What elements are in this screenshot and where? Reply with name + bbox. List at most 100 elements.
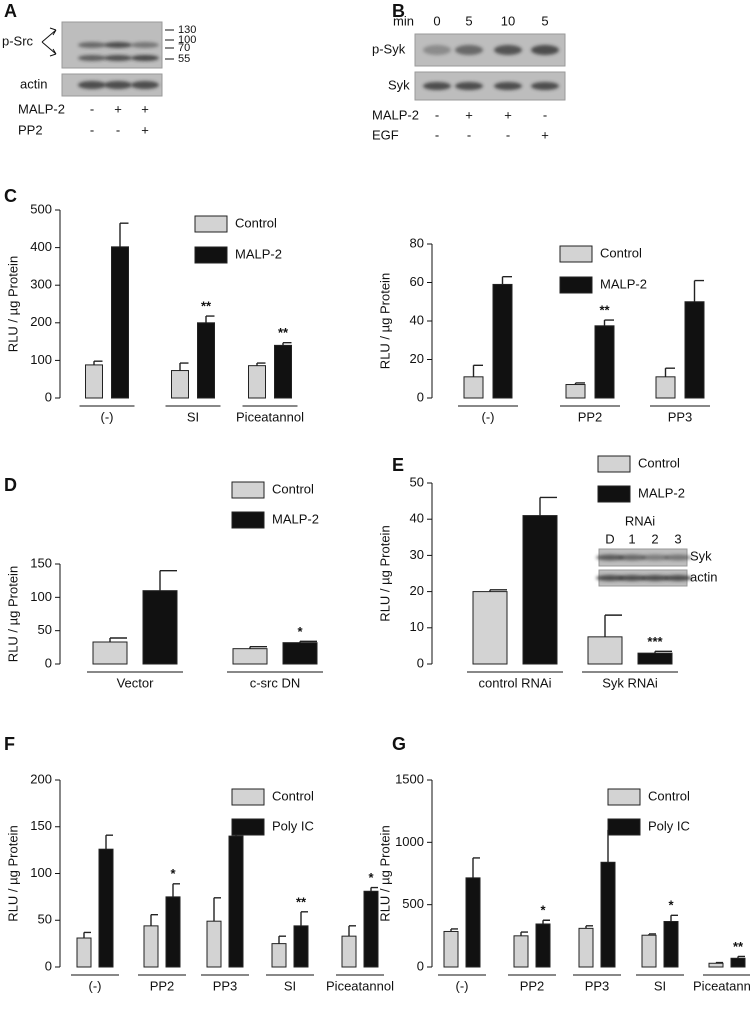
x-tick-label: Vector [117, 675, 155, 690]
x-tick-label: c-src DN [250, 675, 301, 690]
row-sign: + [114, 101, 122, 116]
significance-mark: * [540, 903, 546, 918]
time-label: min [393, 13, 414, 28]
legend-swatch [231, 481, 265, 499]
bar [565, 384, 586, 399]
y-tick-label: 100 [30, 352, 52, 367]
x-tick-label: SI [284, 978, 296, 993]
x-tick-label: SI [187, 409, 199, 424]
blot-label: p-Syk [372, 41, 406, 56]
error-bar [205, 315, 215, 323]
error-bar [603, 319, 614, 326]
row-sign: + [504, 107, 512, 122]
bar [472, 591, 508, 665]
blot-label: p-Src [2, 33, 34, 48]
bar [143, 925, 159, 968]
row-sign: - [435, 127, 439, 142]
bar [206, 920, 222, 968]
blot-band [494, 45, 522, 55]
error-bar [109, 637, 127, 642]
bar [363, 890, 379, 968]
row-sign: - [116, 122, 120, 137]
bar [293, 925, 309, 968]
y-tick-label: 20 [410, 583, 424, 598]
y-tick-label: 80 [410, 235, 424, 250]
bar [271, 943, 287, 968]
bar [197, 322, 215, 399]
significance-mark: ** [278, 325, 289, 340]
bar [85, 364, 103, 399]
legend-swatch [231, 788, 265, 806]
blot-band [423, 82, 451, 90]
x-tick-label: (-) [482, 409, 495, 424]
error-bar [348, 925, 356, 937]
significance-mark: ** [733, 939, 744, 954]
bar [587, 636, 623, 665]
legend-label: Control [272, 788, 314, 803]
y-tick-label: 200 [30, 771, 52, 786]
bar [663, 920, 679, 968]
legend-swatch [231, 511, 265, 529]
y-tick-label: 500 [402, 896, 424, 911]
bar [730, 957, 746, 968]
error-bar [450, 928, 458, 932]
bar [232, 648, 268, 665]
y-tick-label: 150 [30, 818, 52, 833]
legend-label: Poly IC [272, 818, 314, 833]
marker-label: 130 [178, 24, 196, 36]
blot-label: actin [20, 76, 47, 91]
significance-mark: ** [201, 298, 212, 313]
y-tick-label: 10 [410, 619, 424, 634]
blot-band [104, 81, 132, 89]
row-label: MALP-2 [18, 101, 65, 116]
legend-label: MALP-2 [638, 485, 685, 500]
y-tick-label: 400 [30, 239, 52, 254]
time-value: 5 [541, 13, 548, 28]
row-sign: + [465, 107, 473, 122]
x-tick-label: PP3 [585, 978, 610, 993]
blot-band [494, 82, 522, 90]
error-bar [83, 931, 91, 939]
x-tick-label: PP3 [213, 978, 238, 993]
bar [171, 370, 189, 399]
blot-band [531, 82, 559, 90]
bar [92, 641, 128, 665]
x-tick-label: control RNAi [479, 675, 552, 690]
bar [641, 934, 657, 968]
error-bar [654, 650, 672, 654]
marker-label: 55 [178, 53, 190, 65]
blot-band [596, 575, 624, 581]
x-tick-label: (-) [89, 978, 102, 993]
error-bar [159, 569, 177, 591]
blot-band [531, 45, 559, 55]
legend-label: Control [600, 245, 642, 260]
error-bar [300, 911, 308, 926]
x-tick-label: (-) [456, 978, 469, 993]
blot-band [641, 575, 669, 581]
row-sign: + [141, 101, 149, 116]
legend-swatch [231, 818, 265, 836]
y-tick-label: 0 [45, 389, 52, 404]
row-sign: - [90, 101, 94, 116]
error-bar [249, 645, 267, 649]
y-axis-label: RLU / µg Protein [5, 825, 20, 921]
bar [522, 515, 558, 665]
y-tick-label: 1000 [395, 834, 424, 849]
error-bar [648, 933, 656, 936]
bracket-arrow [41, 27, 57, 57]
error-bar [172, 883, 180, 897]
y-tick-label: 0 [45, 655, 52, 670]
blot-band [104, 55, 132, 61]
blot-band [131, 55, 159, 61]
significance-mark: ** [599, 302, 610, 317]
error-bar [737, 955, 745, 959]
bar [655, 376, 676, 399]
legend-label: Control [648, 788, 690, 803]
inset-lane: 2 [651, 531, 658, 546]
panel-letter: G [392, 734, 406, 754]
row-sign: + [141, 122, 149, 137]
bar [492, 283, 513, 399]
error-bar [299, 640, 317, 643]
bar [282, 642, 318, 665]
error-bar [213, 897, 221, 922]
